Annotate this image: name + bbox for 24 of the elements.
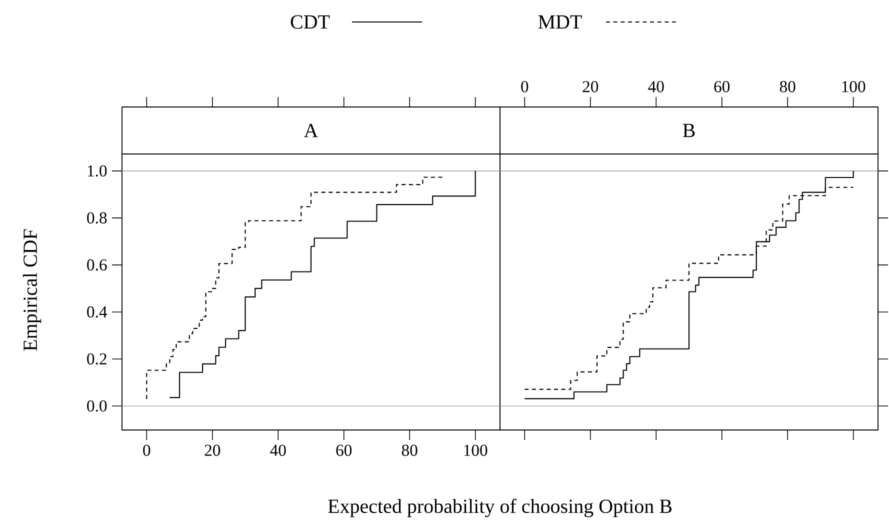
legend-label: MDT [538, 15, 582, 29]
y-tick-label: 0.6 [87, 259, 107, 271]
y-tick-label: 0.0 [87, 400, 107, 412]
x-tick-label: 20 [582, 81, 598, 92]
y-tick-label: 0.4 [87, 306, 108, 318]
chart-title: B [682, 124, 695, 138]
y-tick-label: 0.2 [87, 353, 106, 365]
x-tick-label: 20 [204, 444, 220, 456]
y-axis-title: Empirical CDF [22, 229, 42, 351]
x-tick-label: 60 [336, 444, 352, 456]
x-axis-title: Expected probability of choosing Option B [328, 498, 672, 518]
y-tick-label: 0.8 [87, 212, 107, 224]
x-tick-label: 0 [143, 444, 150, 456]
y-tick-label: 1.0 [88, 165, 107, 177]
chart-title: A [304, 124, 318, 138]
x-tick-label: 80 [780, 81, 796, 92]
x-tick-label: 100 [464, 444, 488, 456]
x-tick-label: 80 [402, 444, 418, 456]
legend-label: CDT [290, 15, 330, 29]
x-tick-label: 60 [714, 81, 730, 92]
x-tick-label: 100 [842, 81, 866, 92]
x-tick-label: 40 [648, 81, 664, 92]
x-tick-label: 0 [521, 81, 528, 92]
x-tick-label: 40 [270, 444, 286, 456]
